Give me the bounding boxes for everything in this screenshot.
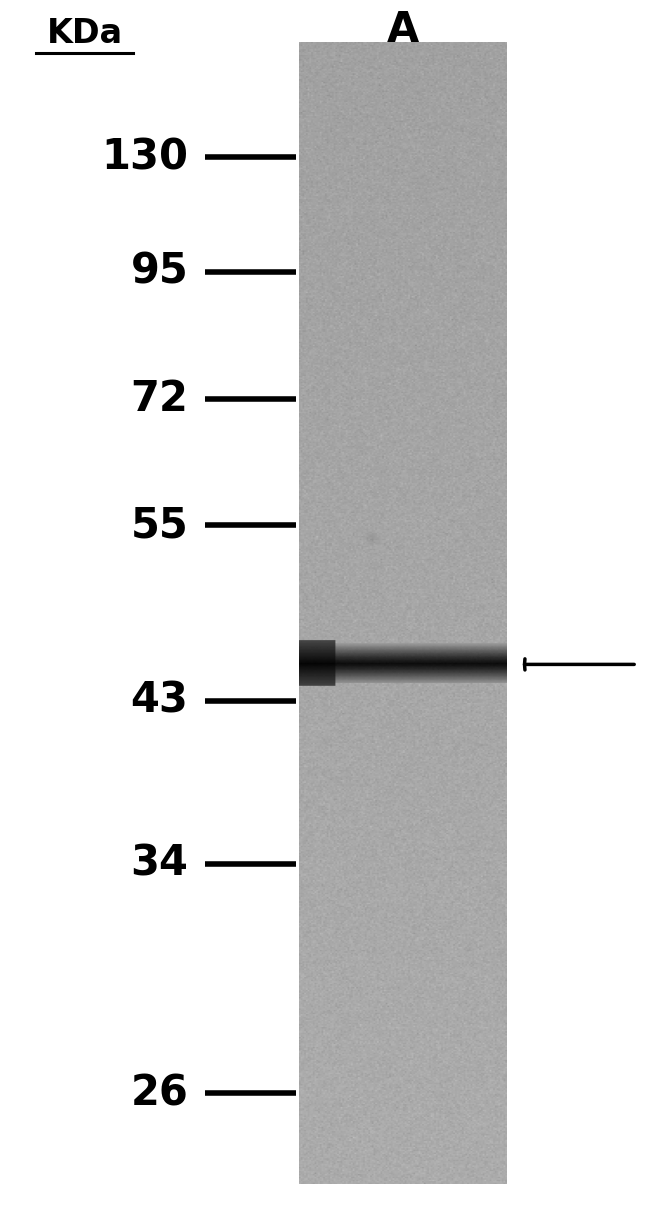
- Text: 130: 130: [101, 137, 188, 178]
- Text: 95: 95: [131, 251, 188, 292]
- Text: 26: 26: [131, 1073, 188, 1114]
- Text: A: A: [387, 10, 419, 51]
- Text: 34: 34: [131, 843, 188, 884]
- Text: KDa: KDa: [46, 17, 123, 51]
- Text: 72: 72: [131, 378, 188, 419]
- Text: 43: 43: [131, 680, 188, 721]
- Text: 55: 55: [131, 505, 188, 546]
